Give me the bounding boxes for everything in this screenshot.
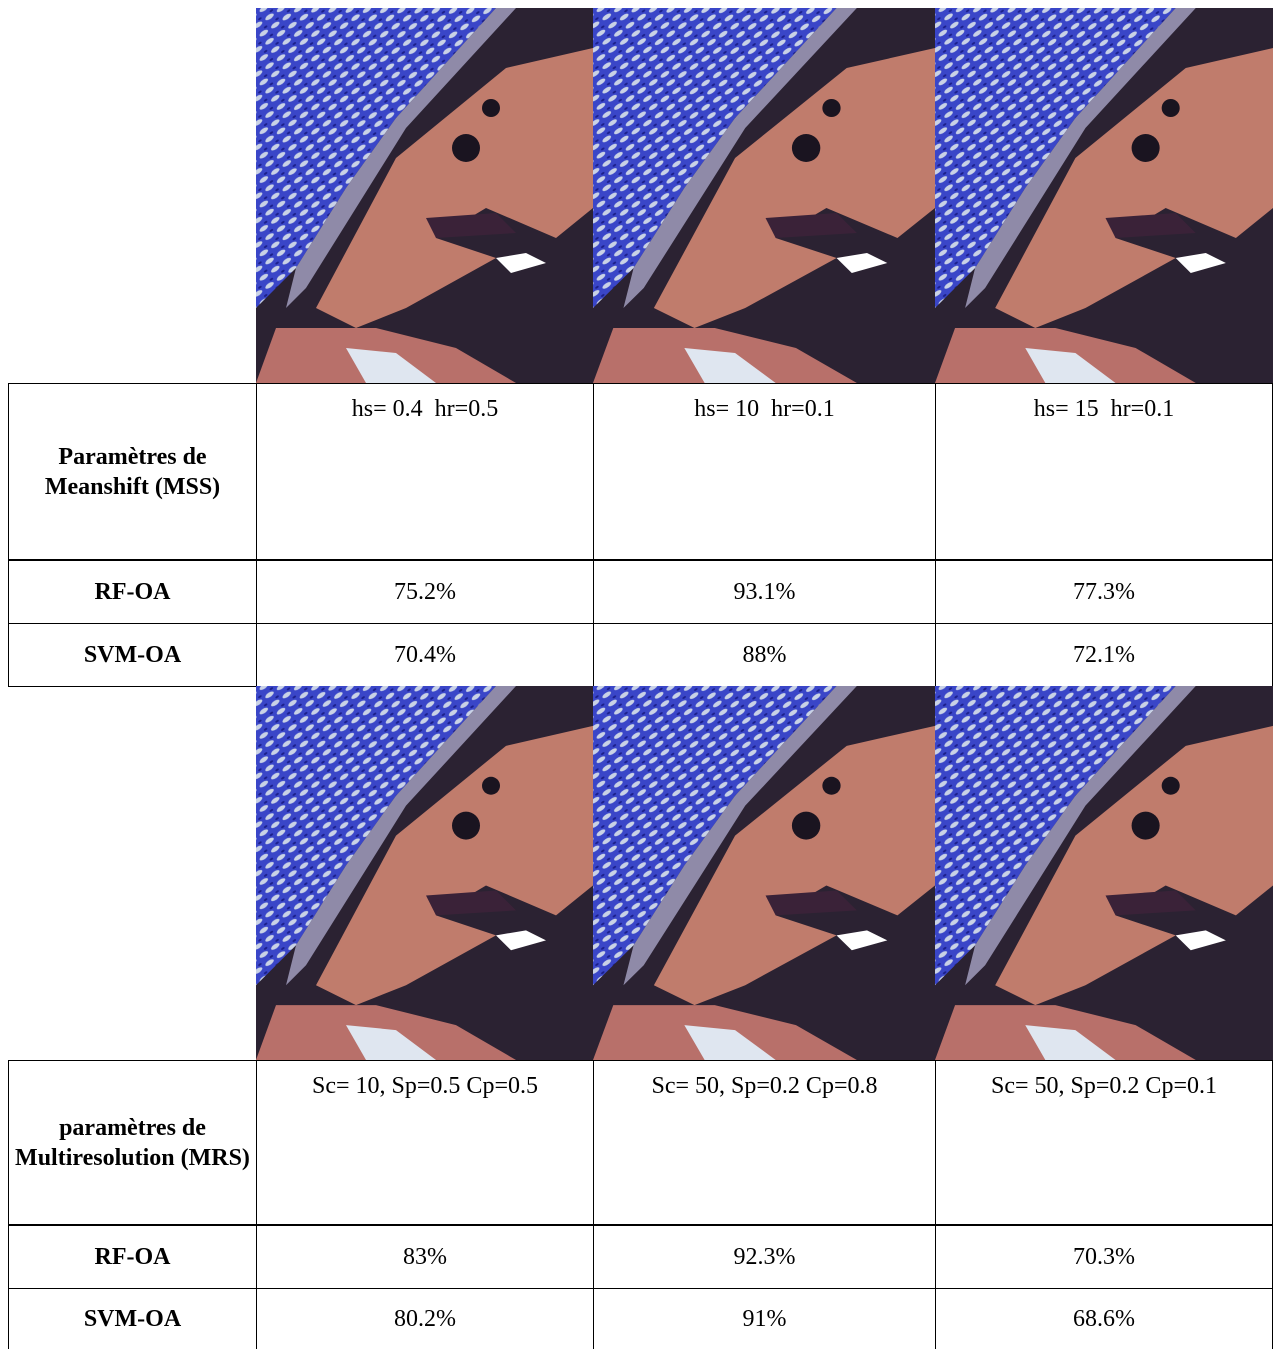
parameter-value: hs= 0.4 hr=0.5	[256, 383, 594, 560]
accuracy-value: 68.6%	[935, 1288, 1273, 1349]
parameter-label: Paramètres de Meanshift (MSS)	[8, 383, 257, 560]
accuracy-value: 72.1%	[935, 623, 1273, 687]
accuracy-value: 93.1%	[593, 560, 936, 624]
accuracy-value: 75.2%	[256, 560, 594, 624]
row-label: SVM-OA	[8, 623, 257, 687]
satellite-image	[593, 686, 935, 1060]
satellite-image	[256, 686, 593, 1060]
row-label: RF-OA	[8, 1225, 257, 1289]
row-label: SVM-OA	[8, 1288, 257, 1349]
parameter-value: hs= 15 hr=0.1	[935, 383, 1273, 560]
accuracy-value: 77.3%	[935, 560, 1273, 624]
accuracy-value: 83%	[256, 1225, 594, 1289]
satellite-image	[935, 686, 1273, 1060]
row-label: RF-OA	[8, 560, 257, 624]
parameter-value: Sc= 50, Sp=0.2 Cp=0.8	[593, 1060, 936, 1225]
satellite-image	[935, 8, 1273, 383]
parameter-label: paramètres de Multiresolution (MRS)	[8, 1060, 257, 1225]
accuracy-value: 92.3%	[593, 1225, 936, 1289]
satellite-image	[593, 8, 935, 383]
parameter-value: hs= 10 hr=0.1	[593, 383, 936, 560]
accuracy-value: 70.4%	[256, 623, 594, 687]
accuracy-value: 88%	[593, 623, 936, 687]
accuracy-value: 91%	[593, 1288, 936, 1349]
parameter-value: Sc= 50, Sp=0.2 Cp=0.1	[935, 1060, 1273, 1225]
parameter-value: Sc= 10, Sp=0.5 Cp=0.5	[256, 1060, 594, 1225]
accuracy-value: 70.3%	[935, 1225, 1273, 1289]
satellite-image	[256, 8, 593, 383]
accuracy-value: 80.2%	[256, 1288, 594, 1349]
